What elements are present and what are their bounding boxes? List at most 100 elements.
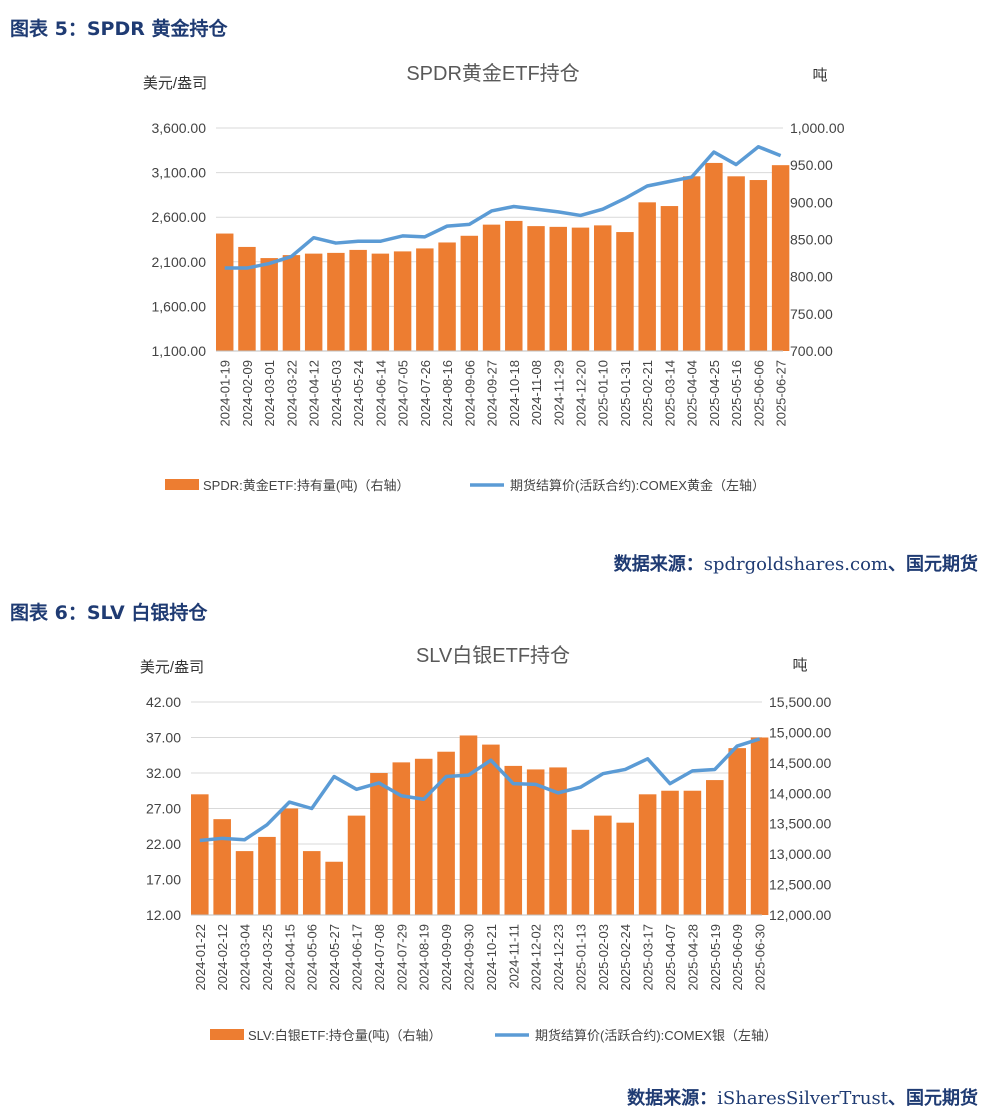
figure-6-source: 数据来源：iSharesSilverTrust、国元期货 <box>627 1084 978 1110</box>
bar <box>302 851 321 915</box>
bar <box>594 815 612 915</box>
legend-line-label: 期货结算价(活跃合约):COMEX黄金（左轴） <box>510 478 765 493</box>
right-tick-label: 950.00 <box>790 157 833 173</box>
right-tick-label: 15,000.00 <box>769 724 831 740</box>
bar <box>216 233 234 351</box>
bar <box>571 829 590 915</box>
bar <box>459 735 478 915</box>
x-tick-label: 2025-03-14 <box>662 360 677 427</box>
figure-5-heading: 图表 5：SPDR 黄金持仓 <box>10 18 228 40</box>
bar <box>349 249 367 351</box>
x-tick-label: 2024-12-23 <box>551 924 566 991</box>
x-tick-label: 2025-05-19 <box>708 924 723 991</box>
bar <box>304 253 323 351</box>
bar <box>235 851 254 915</box>
bar <box>482 224 501 351</box>
x-tick-label: 2024-02-12 <box>215 924 230 991</box>
bar <box>393 251 412 351</box>
legend-line-label: 期货结算价(活跃合约):COMEX银（左轴） <box>535 1028 777 1043</box>
x-tick-label: 2024-11-11 <box>506 924 521 989</box>
bar <box>705 162 723 351</box>
left-tick-label: 17.00 <box>146 872 181 888</box>
bar <box>682 176 701 351</box>
right-tick-label: 800.00 <box>790 269 833 285</box>
x-tick-label: 2024-07-05 <box>396 360 411 427</box>
bar <box>527 226 545 351</box>
bar <box>325 861 343 915</box>
x-tick-label: 2024-12-02 <box>529 924 544 991</box>
source-text: spdrgoldshares.com <box>703 554 888 575</box>
bar <box>213 819 231 915</box>
bar <box>749 180 768 351</box>
right-tick-label: 12,000.00 <box>769 907 831 923</box>
bar <box>750 737 769 915</box>
bar <box>392 762 411 915</box>
bar <box>549 226 567 351</box>
bar <box>504 765 523 915</box>
price-line <box>199 737 761 843</box>
x-tick-label: 2024-05-24 <box>351 360 366 427</box>
x-tick-label: 2024-04-15 <box>282 924 297 991</box>
bar <box>260 258 278 351</box>
right-tick-label: 13,000.00 <box>769 846 831 862</box>
x-tick-label: 2024-09-30 <box>461 924 476 991</box>
x-tick-label: 2024-06-17 <box>350 924 365 991</box>
x-tick-label: 2024-08-19 <box>417 924 432 991</box>
x-tick-label: 2024-09-06 <box>462 360 477 427</box>
x-tick-label: 2024-11-08 <box>529 360 544 426</box>
left-tick-label: 32.00 <box>146 765 181 781</box>
source-suffix: 、国元期货 <box>888 1088 978 1109</box>
bar <box>416 248 434 351</box>
bar <box>460 235 479 351</box>
x-tick-label: 2025-05-16 <box>729 360 744 427</box>
bar <box>728 748 746 915</box>
x-tick-label: 2025-04-07 <box>663 924 678 991</box>
bar <box>660 206 679 351</box>
source-label: 数据来源： <box>627 1088 718 1109</box>
right-tick-label: 750.00 <box>790 306 833 322</box>
bar <box>706 780 724 915</box>
bar <box>437 751 455 915</box>
left-tick-label: 37.00 <box>146 730 181 746</box>
bar <box>370 773 388 915</box>
bar <box>638 794 657 915</box>
x-tick-label: 2024-03-25 <box>260 924 275 991</box>
bar <box>683 790 702 915</box>
source-suffix: 、国元期货 <box>888 554 978 575</box>
right-axis-label: 吨 <box>792 657 807 674</box>
x-tick-label: 2024-09-27 <box>485 360 500 427</box>
left-tick-label: 2,100.00 <box>152 254 207 270</box>
x-tick-label: 2025-06-30 <box>753 924 768 991</box>
bar <box>282 255 301 351</box>
bar <box>482 744 500 915</box>
x-tick-label: 2025-01-13 <box>573 924 588 991</box>
bar <box>191 794 209 915</box>
right-tick-label: 14,000.00 <box>769 785 831 801</box>
bar <box>371 253 390 351</box>
bar <box>616 822 635 915</box>
source-label: 数据来源： <box>613 554 704 575</box>
bar <box>505 220 523 351</box>
left-tick-label: 3,600.00 <box>152 120 207 136</box>
x-tick-label: 2025-04-04 <box>685 360 700 427</box>
right-tick-label: 900.00 <box>790 194 833 210</box>
x-tick-label: 2025-04-25 <box>707 360 722 427</box>
x-tick-label: 2025-06-06 <box>751 360 766 427</box>
x-tick-label: 2024-03-22 <box>284 360 299 427</box>
bar <box>414 758 433 915</box>
source-text: iSharesSilverTrust <box>717 1088 888 1109</box>
right-tick-label: 850.00 <box>790 232 833 248</box>
bar <box>280 808 299 915</box>
x-tick-label: 2024-01-19 <box>218 360 233 427</box>
x-tick-label: 2024-02-09 <box>240 360 255 427</box>
bar <box>616 232 634 351</box>
x-tick-label: 2024-09-09 <box>439 924 454 991</box>
bar <box>258 836 276 915</box>
chart-title: SLV白银ETF持仓 <box>416 644 570 667</box>
x-tick-label: 2025-02-24 <box>618 924 633 991</box>
bar <box>347 815 366 915</box>
left-tick-label: 1,600.00 <box>152 298 207 314</box>
right-tick-label: 12,500.00 <box>769 877 831 893</box>
x-tick-label: 2025-04-28 <box>685 924 700 991</box>
x-tick-label: 2024-05-06 <box>305 924 320 991</box>
